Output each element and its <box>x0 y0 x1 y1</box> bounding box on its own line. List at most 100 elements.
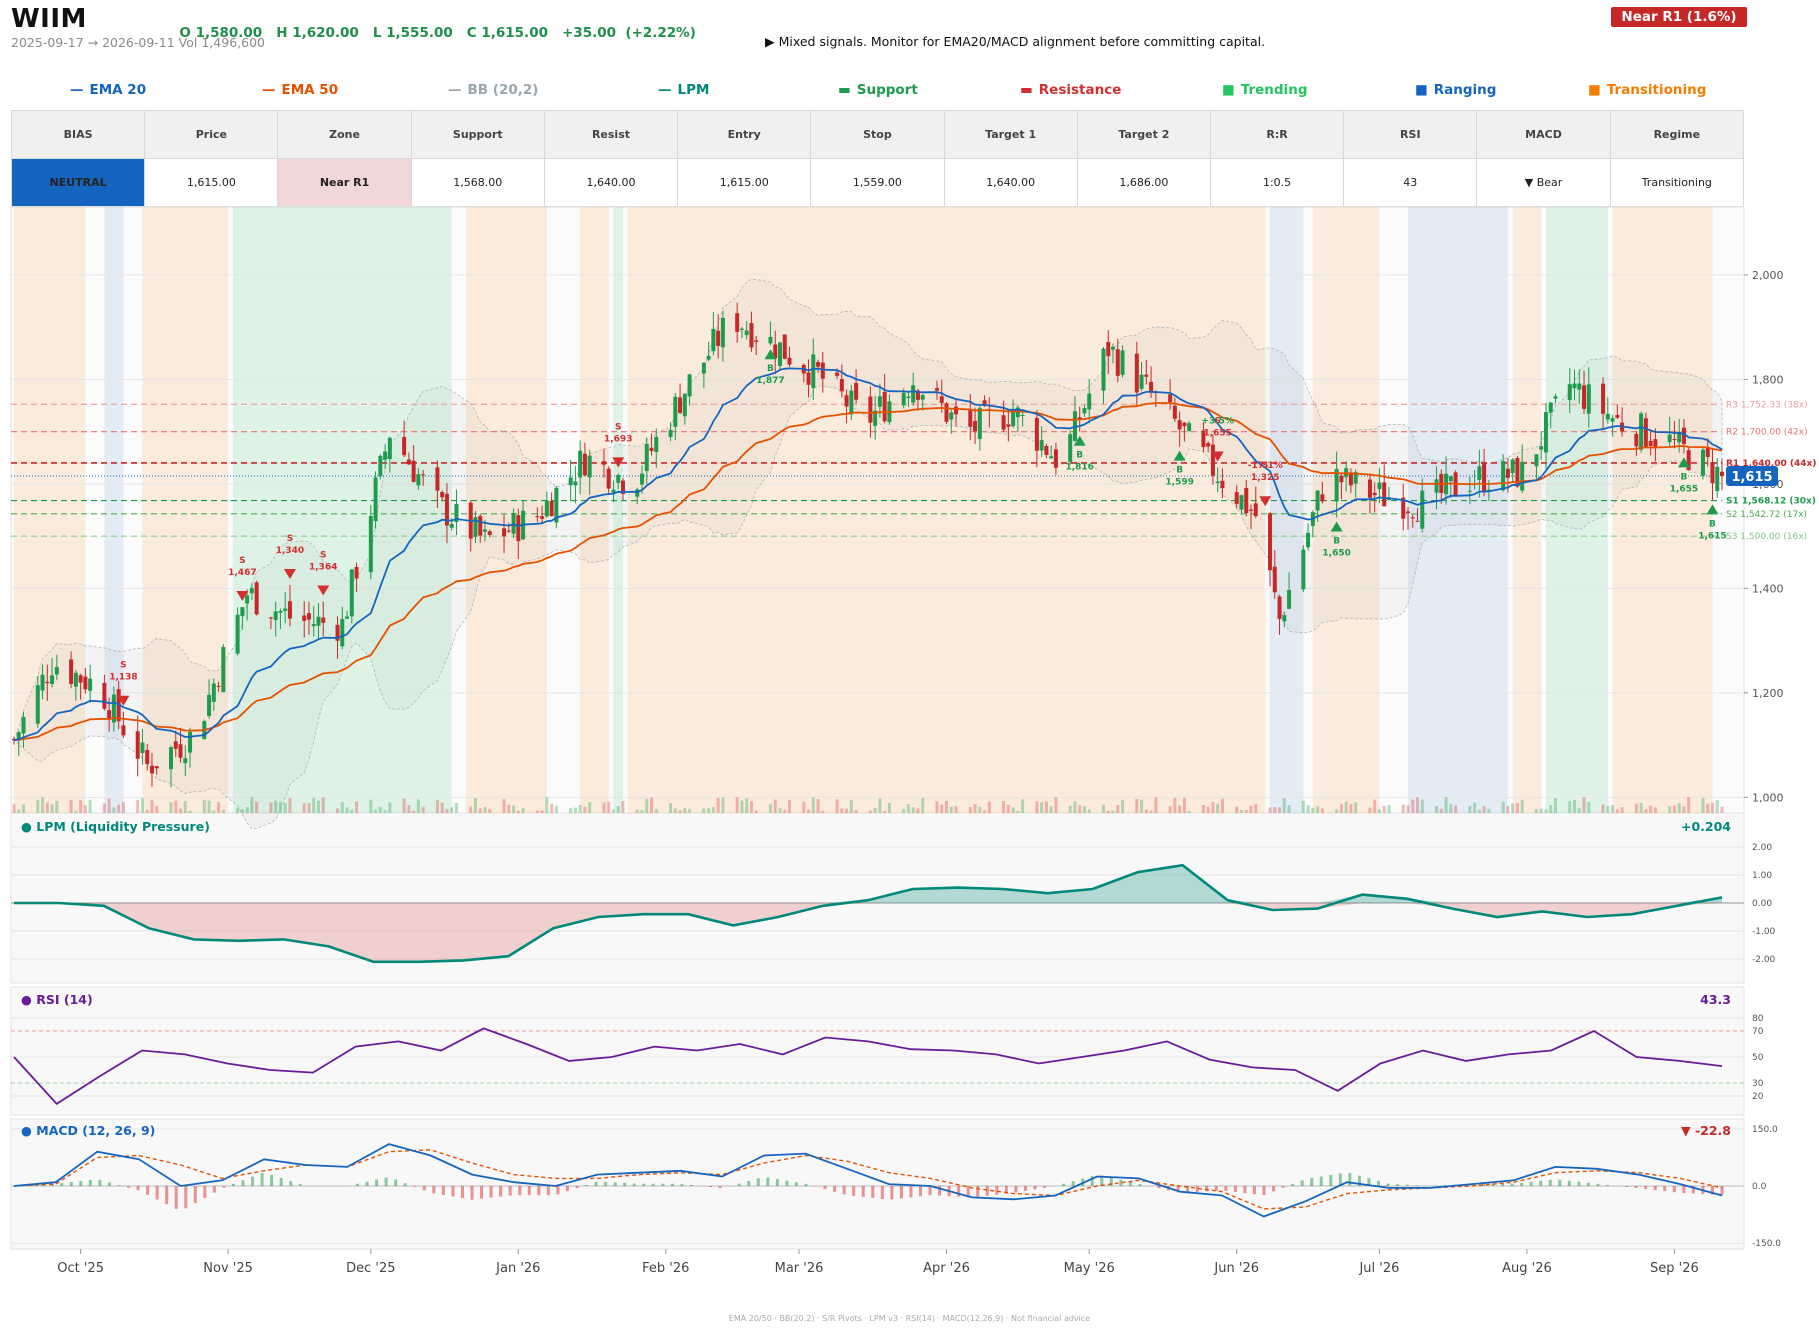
volume-bar <box>702 808 706 813</box>
candle-body <box>782 334 787 359</box>
volume-bar <box>488 808 492 813</box>
regime-band-ranging <box>1407 207 1508 813</box>
macd-histogram-bar <box>546 1186 550 1196</box>
macd-histogram-bar <box>403 1183 407 1186</box>
level-label-s2: S2 1,542.72 (17x) <box>1726 510 1807 520</box>
macd-histogram-bar <box>585 1184 589 1186</box>
candle-body <box>1715 466 1720 492</box>
volume-bar <box>835 799 839 813</box>
volume-bar <box>645 798 649 813</box>
volume-bar <box>1249 805 1253 813</box>
macd-histogram-bar <box>1481 1183 1485 1186</box>
volume-bar <box>1368 807 1372 813</box>
volume-bar <box>416 799 420 813</box>
regime-band-transitioning <box>142 207 229 813</box>
candle-body <box>1534 454 1539 467</box>
volume-bar <box>1435 805 1439 813</box>
volume-bar <box>1344 801 1348 813</box>
buy-signal-marker <box>1330 521 1343 532</box>
volume-bar <box>1049 805 1053 813</box>
header-regime: Regime <box>1609 110 1745 159</box>
last-price-label: 1,615 <box>1731 470 1772 485</box>
candle-body <box>383 451 388 460</box>
volume-bar <box>236 807 240 813</box>
candle-body <box>1244 487 1249 514</box>
candle-body <box>302 615 307 621</box>
volume-bar <box>1144 809 1148 813</box>
candle-body <box>578 450 583 478</box>
price-tick-label: 1,000 <box>1752 791 1784 804</box>
macd-histogram-bar <box>203 1186 207 1198</box>
candle-body <box>1001 415 1006 430</box>
volume-bar <box>1473 802 1477 813</box>
candle-body <box>1011 411 1016 427</box>
volume-bar <box>1587 801 1591 813</box>
candle-body <box>235 614 240 654</box>
volume-bar <box>911 807 915 813</box>
x-tick-label: Aug '26 <box>1502 1261 1552 1276</box>
price-tick-label: 1,200 <box>1752 687 1784 700</box>
candle-body <box>1339 475 1344 483</box>
volume-bar <box>1040 802 1044 813</box>
candle-body <box>1348 472 1353 486</box>
candle-body <box>944 403 949 422</box>
volume-bar <box>174 800 178 813</box>
macd-histogram-bar <box>1157 1186 1161 1189</box>
macd-histogram-bar <box>241 1180 245 1186</box>
volume-bar <box>935 801 939 813</box>
high-value: H 1,620.00 <box>276 25 359 41</box>
candle-body <box>1520 461 1525 491</box>
volume-bar <box>1411 799 1415 813</box>
regime-band-transitioning <box>1512 207 1542 813</box>
candle-body <box>1467 490 1472 492</box>
x-tick-label: Feb '26 <box>642 1261 689 1276</box>
volume-bar <box>250 797 254 813</box>
volume-bar <box>1149 810 1153 813</box>
candle-body <box>1582 385 1587 409</box>
sell-signal-price: 1,364 <box>309 562 337 572</box>
volume-bar <box>683 808 687 813</box>
candle-body <box>240 607 245 617</box>
volume-bar <box>212 810 216 813</box>
candle-body <box>915 390 920 400</box>
volume-bar <box>188 810 192 813</box>
volume-bar <box>1135 798 1139 813</box>
candle-body <box>1234 492 1239 505</box>
candle-body <box>35 685 40 724</box>
sell-signal-price: 1,693 <box>604 434 632 444</box>
candle-body <box>1115 349 1120 376</box>
volume-bar <box>621 800 625 813</box>
candle-body <box>306 613 311 620</box>
candle-body <box>601 461 606 465</box>
volume-bar <box>787 800 791 813</box>
candle-body <box>183 758 188 764</box>
candle-body <box>1315 490 1320 511</box>
buy-signal-letter: B <box>1333 537 1340 547</box>
volume-bar <box>816 799 820 813</box>
volume-bar <box>1187 810 1191 813</box>
candle-body <box>549 500 554 517</box>
sell-signal-marker <box>1211 451 1224 462</box>
candle-body <box>268 617 273 619</box>
candle-body <box>854 383 859 400</box>
candle-body <box>321 617 326 623</box>
macd-histogram-bar <box>184 1186 188 1209</box>
candle-body <box>568 477 573 486</box>
candle-body <box>882 391 887 422</box>
volume-bar <box>707 808 711 813</box>
buy-signal-marker <box>764 349 777 360</box>
volume-bar <box>540 810 544 813</box>
legend-bb-20-2: — BB (20,2) <box>448 82 538 98</box>
macd-histogram-bar <box>127 1186 131 1188</box>
volume-bar <box>45 802 49 813</box>
macd-histogram-bar <box>432 1186 436 1194</box>
trade-summary-table: BIAS Price Zone Support Resist Entry Stop Targe… <box>10 110 1745 207</box>
buy-signal-letter: B <box>1076 451 1083 461</box>
candle-body <box>1334 468 1339 502</box>
value-entry: 1,615.00 <box>677 158 812 207</box>
legend-swatch-icon: — <box>262 82 276 98</box>
candle-body <box>582 453 587 476</box>
candle-body <box>773 344 778 359</box>
macd-histogram-bar <box>890 1186 894 1200</box>
